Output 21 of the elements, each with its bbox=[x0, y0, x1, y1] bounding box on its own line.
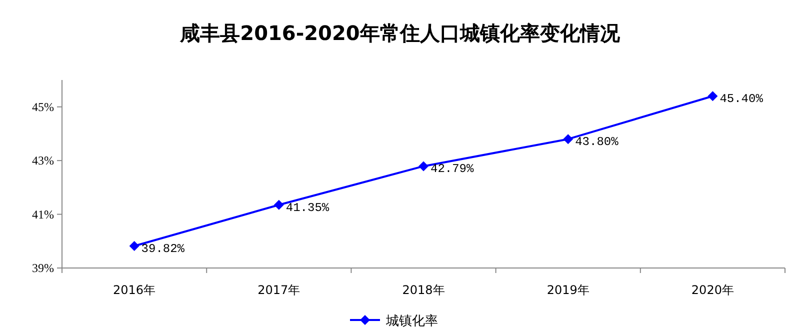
x-tick-label: 2016年 bbox=[113, 283, 156, 297]
point bbox=[418, 161, 428, 172]
y-tick-label: 39% bbox=[32, 261, 54, 275]
y-tick-label: 41% bbox=[32, 207, 54, 222]
x-tick-label: 2017年 bbox=[258, 283, 300, 297]
data-label: 42.79% bbox=[430, 162, 475, 176]
x-tick-label: 2018年 bbox=[402, 283, 445, 297]
point bbox=[563, 134, 574, 144]
data-label: 45.40% bbox=[720, 92, 764, 106]
x-tick-label: 2019年 bbox=[546, 283, 590, 297]
point bbox=[708, 91, 718, 102]
point bbox=[274, 200, 284, 210]
y-tick-label: 45% bbox=[32, 100, 54, 114]
legend-label: 城镇化率 bbox=[385, 313, 438, 329]
point bbox=[129, 240, 140, 251]
chart-title: 咸丰县2016-2020年常住人口城镇化率变化情况 bbox=[179, 21, 621, 45]
data-label: 41.35% bbox=[286, 200, 330, 215]
data-label: 39.82% bbox=[141, 242, 186, 256]
x-tick-label: 2020年 bbox=[691, 283, 734, 297]
y-tick-label: 43% bbox=[32, 154, 54, 168]
data-label: 43.80% bbox=[575, 135, 620, 150]
